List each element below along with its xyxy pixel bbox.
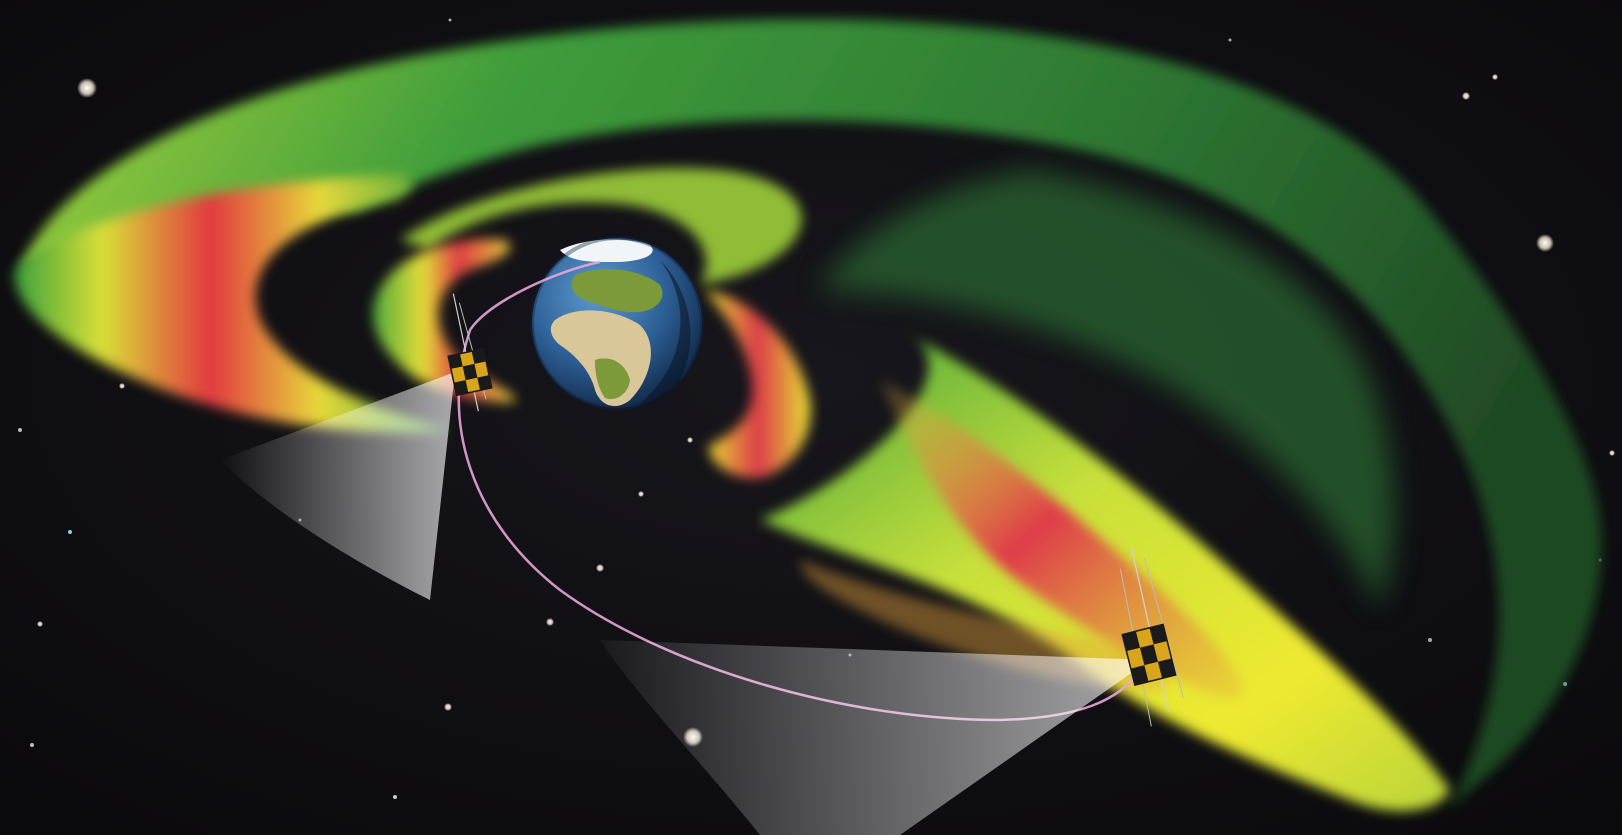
star [1492,74,1498,80]
satellite-icon [1119,545,1184,727]
outer-belt-left-lobe [14,175,451,433]
star [68,530,72,534]
star [1228,38,1232,42]
outer-radiation-belt [20,19,1602,810]
star [393,795,397,799]
probe-b-beam [600,640,1150,835]
star [1462,92,1470,100]
star [448,18,452,22]
satellite-icon [447,293,493,412]
star [596,564,604,572]
earth-icon [530,236,704,410]
inner-belt-left-lobe [373,239,516,402]
star [77,78,97,98]
middle-arch [400,168,802,285]
probe-a-beam [220,372,455,600]
star [1563,682,1567,686]
star [30,743,34,747]
star [546,618,554,626]
star-field [18,18,1615,799]
inner-belt-right-lobe [705,290,811,479]
star [1609,450,1615,456]
star [1536,234,1554,252]
star [638,491,644,497]
star [119,383,125,389]
star [687,437,693,443]
star [18,428,22,432]
star [1428,638,1432,642]
star [37,621,43,627]
star [444,703,452,711]
